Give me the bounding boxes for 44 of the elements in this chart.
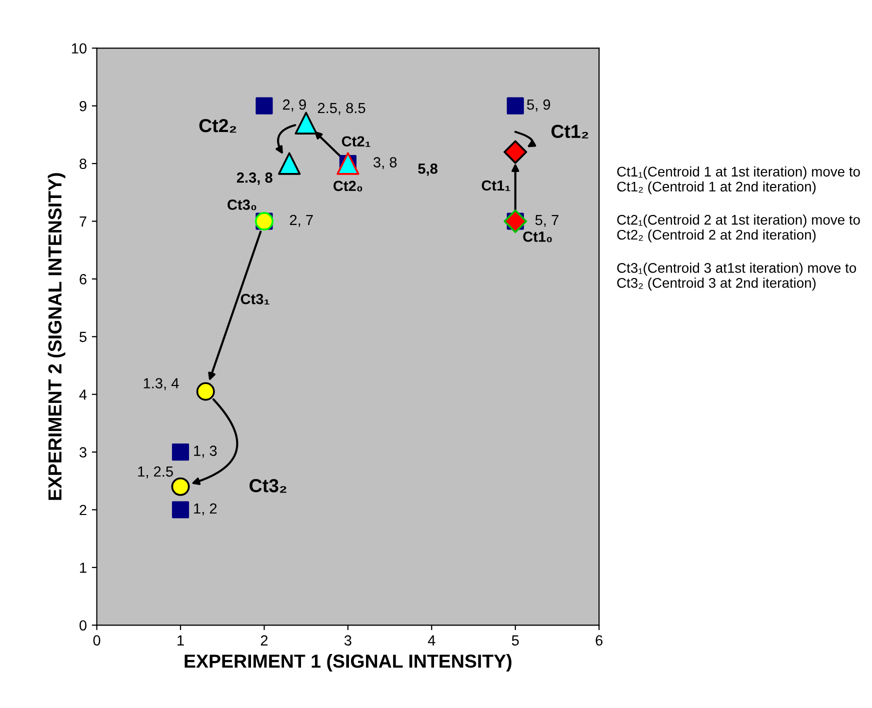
annotation: Ct3₁	[240, 294, 270, 305]
x-tick-label: 4	[428, 635, 436, 646]
annotation: Ct2₁	[342, 136, 370, 147]
x-tick-label: 1	[178, 635, 184, 646]
annotation: 3, 8	[373, 157, 397, 170]
y-tick-label: 7	[80, 216, 86, 227]
y-axis-title: EXPERIMENT 2 (SIGNAL INTENSITY)	[48, 173, 66, 500]
annotation: 1, 3	[194, 446, 217, 458]
annotation: 2, 9	[283, 99, 306, 112]
y-tick-label: 10	[72, 43, 86, 54]
x-axis-title: EXPERIMENT 1 (SIGNAL INTENSITY)	[184, 654, 512, 672]
y-tick-label: 0	[80, 620, 86, 631]
annotation: Ct1₁	[482, 180, 510, 191]
text: Ct3₁(Centroid 3 at1st iteration) move to Ct3₂ (Centroid 3 at 2nd iteration)	[617, 262, 856, 291]
annotation: Ct1₂	[551, 124, 588, 138]
annotation: Ct2₂	[199, 118, 236, 133]
annotation: Ct3₂	[250, 479, 286, 493]
annotation: 2, 7	[290, 214, 313, 227]
annotation: 5, 9	[527, 99, 550, 112]
annotation: 2.3, 8	[236, 172, 272, 185]
x-tick-label: 2	[260, 635, 268, 646]
x-tick-label: 0	[93, 635, 100, 646]
annotation: 2.5, 8.5	[318, 102, 366, 115]
y-tick-label: 3	[80, 447, 86, 458]
text: Ct1₁(Centroid 1 at 1st iteration) move to Ct1₂ (Centroid 1 at 2nd iteration)	[617, 166, 860, 194]
text: Ct2₁(Centroid 2 at 1st iteration) move to Ct2₂ (Centroid 2 at 2nd iteration)	[617, 214, 860, 242]
x-tick-label: 6	[596, 635, 602, 646]
x-tick-label: 3	[344, 635, 352, 646]
annotation: 5,8	[418, 163, 438, 176]
annotation: Ct3₀	[228, 200, 256, 210]
y-tick-label: 9	[80, 100, 86, 112]
annotation: Ct1₀	[523, 232, 552, 242]
annotation: Ct2₀	[333, 180, 362, 192]
annotation: 1, 2.5	[138, 466, 173, 478]
y-tick-label: 1	[80, 562, 86, 573]
annotation: 1, 2	[194, 503, 217, 516]
y-tick-label: 5	[80, 332, 86, 342]
annotation: 1.3, 4	[144, 378, 179, 390]
y-tick-label: 8	[80, 158, 86, 169]
annotation: 5, 7	[535, 214, 558, 227]
x-tick-label: 5	[512, 635, 519, 646]
y-tick-label: 2	[80, 504, 86, 516]
y-tick-label: 4	[79, 390, 87, 400]
y-tick-label: 6	[80, 274, 86, 284]
